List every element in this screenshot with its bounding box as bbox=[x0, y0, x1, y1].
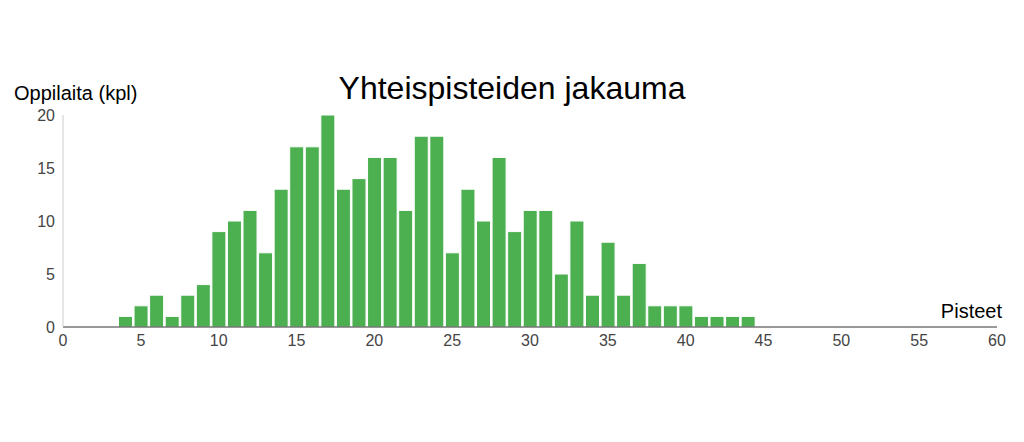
svg-text:5: 5 bbox=[136, 332, 145, 349]
svg-text:0: 0 bbox=[59, 332, 68, 349]
svg-text:10: 10 bbox=[210, 332, 228, 349]
html-text:Pisteet: Pisteet bbox=[940, 300, 1002, 322]
svg-text:15: 15 bbox=[288, 332, 306, 349]
svg-text:20: 20 bbox=[365, 332, 383, 349]
svg-text:5: 5 bbox=[46, 266, 55, 283]
svg-text:10: 10 bbox=[37, 213, 55, 230]
svg-text:55: 55 bbox=[910, 332, 928, 349]
svg-text:0: 0 bbox=[46, 319, 55, 336]
svg-text:50: 50 bbox=[832, 332, 850, 349]
svg-text:60: 60 bbox=[988, 332, 1006, 349]
svg-text:45: 45 bbox=[755, 332, 773, 349]
svg-text:35: 35 bbox=[599, 332, 617, 349]
svg-text:30: 30 bbox=[521, 332, 539, 349]
svg-text:20: 20 bbox=[37, 107, 55, 124]
svg-text:25: 25 bbox=[443, 332, 461, 349]
svg-text:40: 40 bbox=[677, 332, 695, 349]
svg-text:15: 15 bbox=[37, 160, 55, 177]
html-text:Oppilaita (kpl): Oppilaita (kpl) bbox=[14, 82, 138, 104]
html-text:Yhteispisteiden jakauma: Yhteispisteiden jakauma bbox=[338, 70, 686, 106]
